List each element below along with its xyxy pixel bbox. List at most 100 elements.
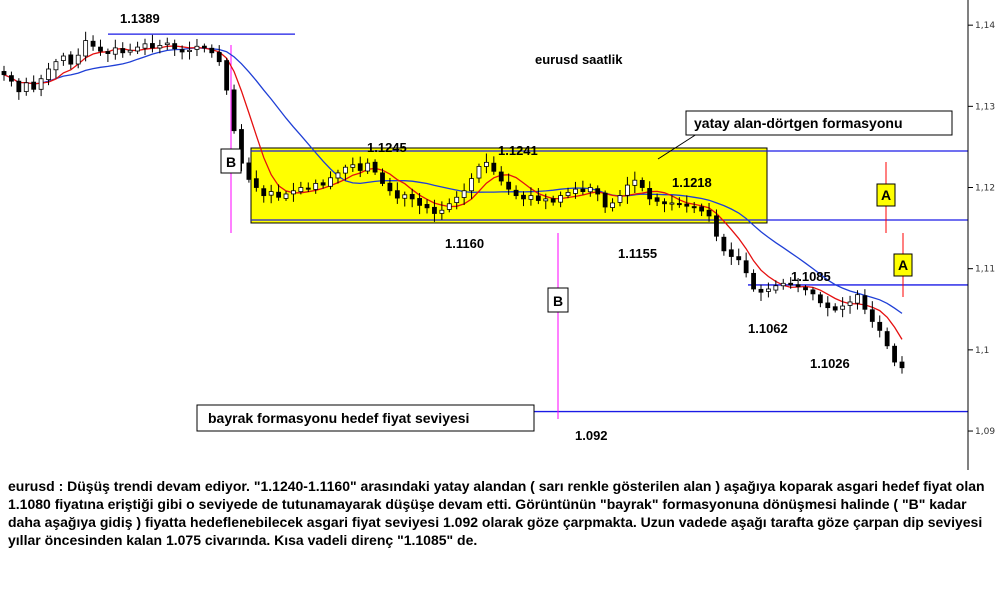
candle-body	[647, 188, 653, 200]
candle-body	[350, 164, 356, 168]
candle-body	[298, 187, 304, 193]
candle-body	[120, 48, 126, 54]
candle-body	[461, 190, 467, 198]
candle-body	[506, 181, 512, 190]
candle-body	[246, 162, 252, 180]
candle-body	[98, 46, 103, 52]
candle-body	[892, 345, 897, 363]
candle-body	[164, 42, 170, 46]
y-tick-label: 1,13	[975, 102, 995, 112]
candle-body	[758, 288, 764, 293]
candle-body	[602, 192, 608, 208]
candle-body	[721, 236, 727, 252]
candle-body	[869, 309, 875, 322]
candle-body	[409, 194, 415, 200]
candle-body	[632, 179, 638, 186]
candle-body	[476, 166, 482, 179]
candle-body	[743, 260, 749, 274]
price-label-1.1062: 1.1062	[748, 321, 788, 336]
candle-body	[402, 194, 408, 199]
candle-body	[469, 178, 474, 192]
candle-body	[669, 202, 675, 205]
candle-body	[112, 47, 118, 55]
candle-body	[439, 209, 445, 214]
candle-body	[261, 188, 267, 197]
candle-body	[810, 289, 816, 295]
candle-body	[179, 49, 185, 53]
price-label-1.1155: 1.1155	[618, 246, 657, 261]
y-tick-label: 1,14	[975, 21, 995, 31]
candle-body	[617, 195, 623, 203]
candle-body	[31, 81, 37, 90]
candle-body	[75, 54, 81, 65]
candle-body	[662, 201, 667, 205]
svg-text:A: A	[881, 187, 891, 203]
target-callout-text: bayrak formasyonu hedef fiyat seviyesi	[208, 410, 469, 426]
y-tick-label: 1,11	[975, 265, 995, 275]
price-label-1.1245: 1.1245	[367, 140, 407, 155]
measure-box-a2: A	[893, 253, 913, 277]
candle-body	[16, 80, 22, 93]
candle-body	[573, 188, 578, 194]
svg-text:B: B	[226, 154, 236, 170]
price-label-1.1085: 1.1085	[791, 269, 831, 284]
rectangle-callout-line	[657, 131, 701, 160]
candle-body	[305, 187, 311, 190]
svg-text:B: B	[553, 293, 563, 309]
candle-body	[728, 249, 734, 257]
candle-body	[23, 82, 29, 92]
candle-body	[53, 61, 59, 71]
candle-body	[676, 203, 682, 206]
candle-body	[454, 196, 460, 203]
candle-body	[291, 190, 296, 195]
candle-body	[513, 189, 519, 197]
candle-body	[491, 162, 497, 172]
candle-body	[216, 51, 222, 63]
candle-body	[253, 178, 259, 188]
chart-title: eurusd saatlik	[535, 52, 623, 67]
candle-body	[224, 60, 230, 91]
candle-body	[847, 301, 853, 306]
candle-body	[68, 54, 74, 65]
candle-body	[580, 188, 586, 192]
candle-body	[194, 45, 200, 50]
candle-body	[610, 202, 615, 208]
candle-body	[105, 51, 111, 54]
candle-body	[209, 47, 215, 54]
candle-body	[83, 40, 89, 57]
measure-box-b2: B	[547, 287, 569, 313]
svg-text:A: A	[898, 257, 908, 273]
candle-body	[394, 190, 400, 199]
rectangle-callout-box	[685, 110, 953, 136]
candle-body	[283, 193, 289, 199]
price-label-1.1160: 1.1160	[445, 236, 484, 251]
candle-body	[38, 78, 44, 90]
candle-body	[766, 288, 771, 292]
candle-body	[268, 191, 274, 196]
candle-body	[855, 294, 860, 304]
candle-body	[380, 172, 385, 184]
candle-body	[625, 184, 630, 196]
candle-body	[691, 206, 697, 209]
level-lines	[108, 33, 968, 413]
candle-body	[135, 46, 140, 52]
candle-body	[127, 49, 133, 53]
price-label-1.1026: 1.1026	[810, 356, 850, 371]
price-axis-ticks: 1,14 1,13 1,12 1,11 1,1 1,09	[968, 21, 995, 437]
candle-body	[699, 206, 705, 212]
price-label-1.1389: 1.1389	[120, 11, 160, 26]
candle-body	[483, 161, 489, 167]
candle-body	[417, 198, 423, 206]
candle-body	[387, 182, 393, 192]
price-label-1.1241: 1.1241	[498, 143, 538, 158]
candle-body	[684, 203, 690, 207]
candle-body	[521, 194, 526, 200]
candle-body	[832, 306, 838, 311]
target-callout-box	[196, 404, 535, 432]
candle-body	[899, 361, 905, 369]
candle-body	[535, 195, 541, 201]
candles	[1, 31, 905, 374]
candle-body	[142, 43, 148, 49]
candle-body	[357, 163, 363, 171]
candle-body	[550, 198, 556, 203]
